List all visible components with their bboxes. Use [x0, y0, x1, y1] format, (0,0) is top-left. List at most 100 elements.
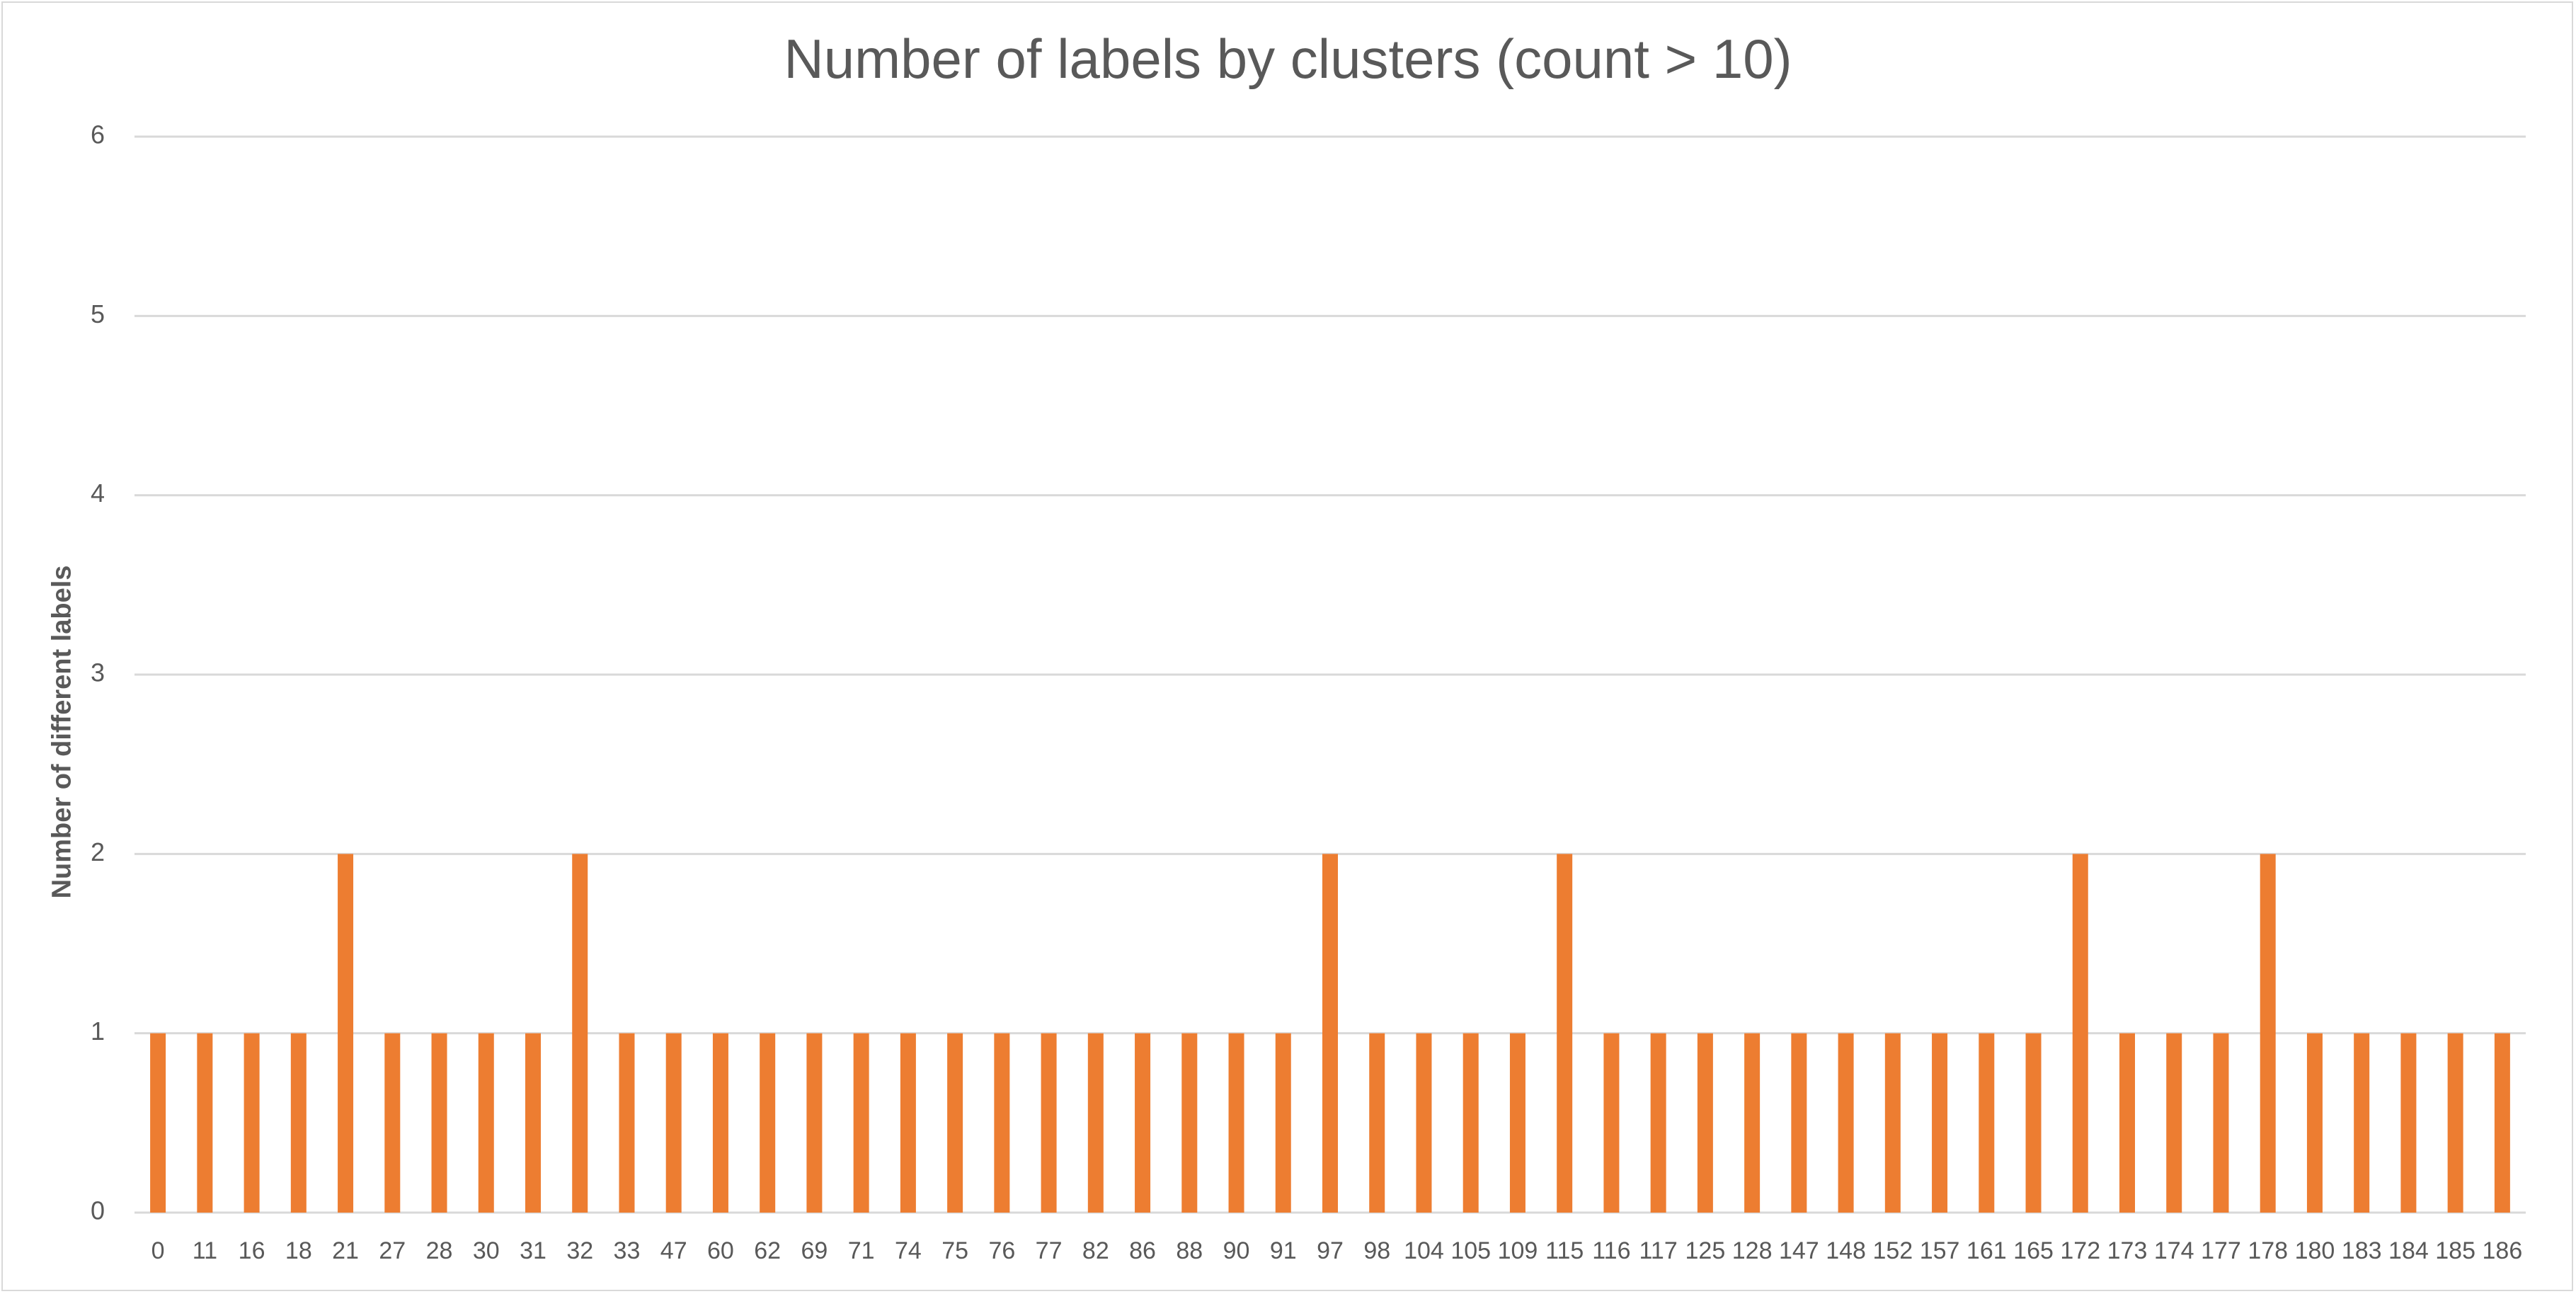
bar-157: [1932, 1033, 1948, 1213]
bar-109: [1509, 1033, 1525, 1213]
x-tick-label: 178: [2248, 1237, 2288, 1264]
bar-11: [197, 1033, 213, 1213]
bar-125: [1697, 1033, 1713, 1213]
x-tick-label: 109: [1498, 1237, 1538, 1264]
y-tick-label: 1: [91, 1017, 105, 1046]
x-tick-label: 0: [151, 1237, 165, 1264]
bar-104: [1416, 1033, 1432, 1213]
bar-86: [1135, 1033, 1151, 1213]
bar-91: [1275, 1033, 1291, 1213]
x-tick-label: 60: [707, 1237, 734, 1264]
x-tick-label: 161: [1967, 1237, 2007, 1264]
bar-21: [338, 854, 354, 1213]
bar-161: [1979, 1033, 1995, 1213]
x-tick-label: 77: [1036, 1237, 1063, 1264]
x-tick-label: 18: [285, 1237, 312, 1264]
bar-128: [1744, 1033, 1761, 1213]
bar-82: [1087, 1033, 1104, 1213]
bar-27: [384, 1033, 401, 1213]
bar-184: [2400, 1033, 2417, 1213]
x-tick-label: 76: [988, 1237, 1015, 1264]
x-tick-label: 69: [801, 1237, 828, 1264]
y-tick-label: 6: [91, 120, 105, 149]
bar-117: [1650, 1033, 1666, 1213]
bar-47: [665, 1033, 682, 1213]
x-tick-label: 98: [1363, 1237, 1390, 1264]
y-tick-label: 2: [91, 837, 105, 866]
x-tick-label: 28: [426, 1237, 453, 1264]
bar-97: [1322, 854, 1338, 1213]
bar-0: [150, 1033, 166, 1213]
y-tick-label: 5: [91, 299, 105, 328]
x-tick-label: 91: [1270, 1237, 1297, 1264]
bar-30: [478, 1033, 494, 1213]
bar-115: [1557, 854, 1573, 1213]
bar-77: [1041, 1033, 1057, 1213]
bar-174: [2166, 1033, 2182, 1213]
y-tick-label: 0: [91, 1196, 105, 1225]
x-tick-label: 115: [1545, 1237, 1584, 1264]
bar-185: [2447, 1033, 2463, 1213]
x-tick-label: 116: [1592, 1237, 1630, 1264]
x-tick-label: 74: [895, 1237, 922, 1264]
bar-105: [1462, 1033, 1479, 1213]
x-tick-label: 125: [1685, 1237, 1726, 1264]
chart-title: Number of labels by clusters (count > 10…: [784, 28, 1792, 90]
x-tick-label: 173: [2107, 1237, 2148, 1264]
x-tick-label: 97: [1317, 1237, 1344, 1264]
bar-60: [712, 1033, 728, 1213]
x-tick-label: 147: [1779, 1237, 1819, 1264]
bar-71: [853, 1033, 869, 1213]
bar-16: [244, 1033, 260, 1213]
bar-180: [2306, 1033, 2323, 1213]
bar-186: [2494, 1033, 2510, 1213]
bar-90: [1228, 1033, 1244, 1213]
x-tick-label: 180: [2295, 1237, 2335, 1264]
bar-173: [2119, 1033, 2135, 1213]
bar-76: [994, 1033, 1010, 1213]
bar-28: [431, 1033, 447, 1213]
bar-148: [1838, 1033, 1854, 1213]
x-tick-label: 117: [1639, 1237, 1678, 1264]
x-tick-label: 16: [239, 1237, 265, 1264]
bar-75: [947, 1033, 963, 1213]
y-tick-label: 4: [91, 479, 105, 508]
x-tick-label: 128: [1732, 1237, 1773, 1264]
bar-172: [2072, 854, 2088, 1213]
bar-116: [1603, 1033, 1620, 1213]
x-tick-label: 30: [473, 1237, 500, 1264]
x-tick-label: 75: [941, 1237, 968, 1264]
x-tick-label: 33: [614, 1237, 641, 1264]
bar-177: [2213, 1033, 2229, 1213]
bar-165: [2025, 1033, 2042, 1213]
bar-88: [1181, 1033, 1198, 1213]
bar-74: [900, 1033, 916, 1213]
x-tick-label: 86: [1129, 1237, 1156, 1264]
x-tick-label: 172: [2060, 1237, 2100, 1264]
x-tick-label: 90: [1223, 1237, 1250, 1264]
bar-31: [525, 1033, 541, 1213]
bar-147: [1791, 1033, 1807, 1213]
x-tick-label: 27: [379, 1237, 406, 1264]
x-tick-label: 184: [2388, 1237, 2429, 1264]
x-tick-label: 71: [848, 1237, 875, 1264]
bar-178: [2260, 854, 2276, 1213]
x-tick-label: 11: [193, 1237, 217, 1264]
bars: [150, 854, 2510, 1213]
bar-32: [572, 854, 588, 1213]
x-tick-label: 31: [520, 1237, 546, 1264]
x-tick-label: 47: [660, 1237, 687, 1264]
x-tick-label: 104: [1404, 1237, 1444, 1264]
x-tick-label: 21: [332, 1237, 359, 1264]
bar-183: [2354, 1033, 2370, 1213]
x-tick-label: 183: [2342, 1237, 2382, 1264]
y-tick-label: 3: [91, 658, 105, 687]
x-tick-label: 105: [1450, 1237, 1491, 1264]
x-tick-label: 148: [1826, 1237, 1866, 1264]
x-tick-labels: 0 11 16 18 21 27 28 30 31 32 33 47 60 62 69 71 74 75 76 77 8…: [151, 1237, 2523, 1264]
x-tick-label: 186: [2483, 1237, 2523, 1264]
x-tick-label: 177: [2201, 1237, 2241, 1264]
x-tick-label: 152: [1872, 1237, 1913, 1264]
bar-33: [619, 1033, 635, 1213]
